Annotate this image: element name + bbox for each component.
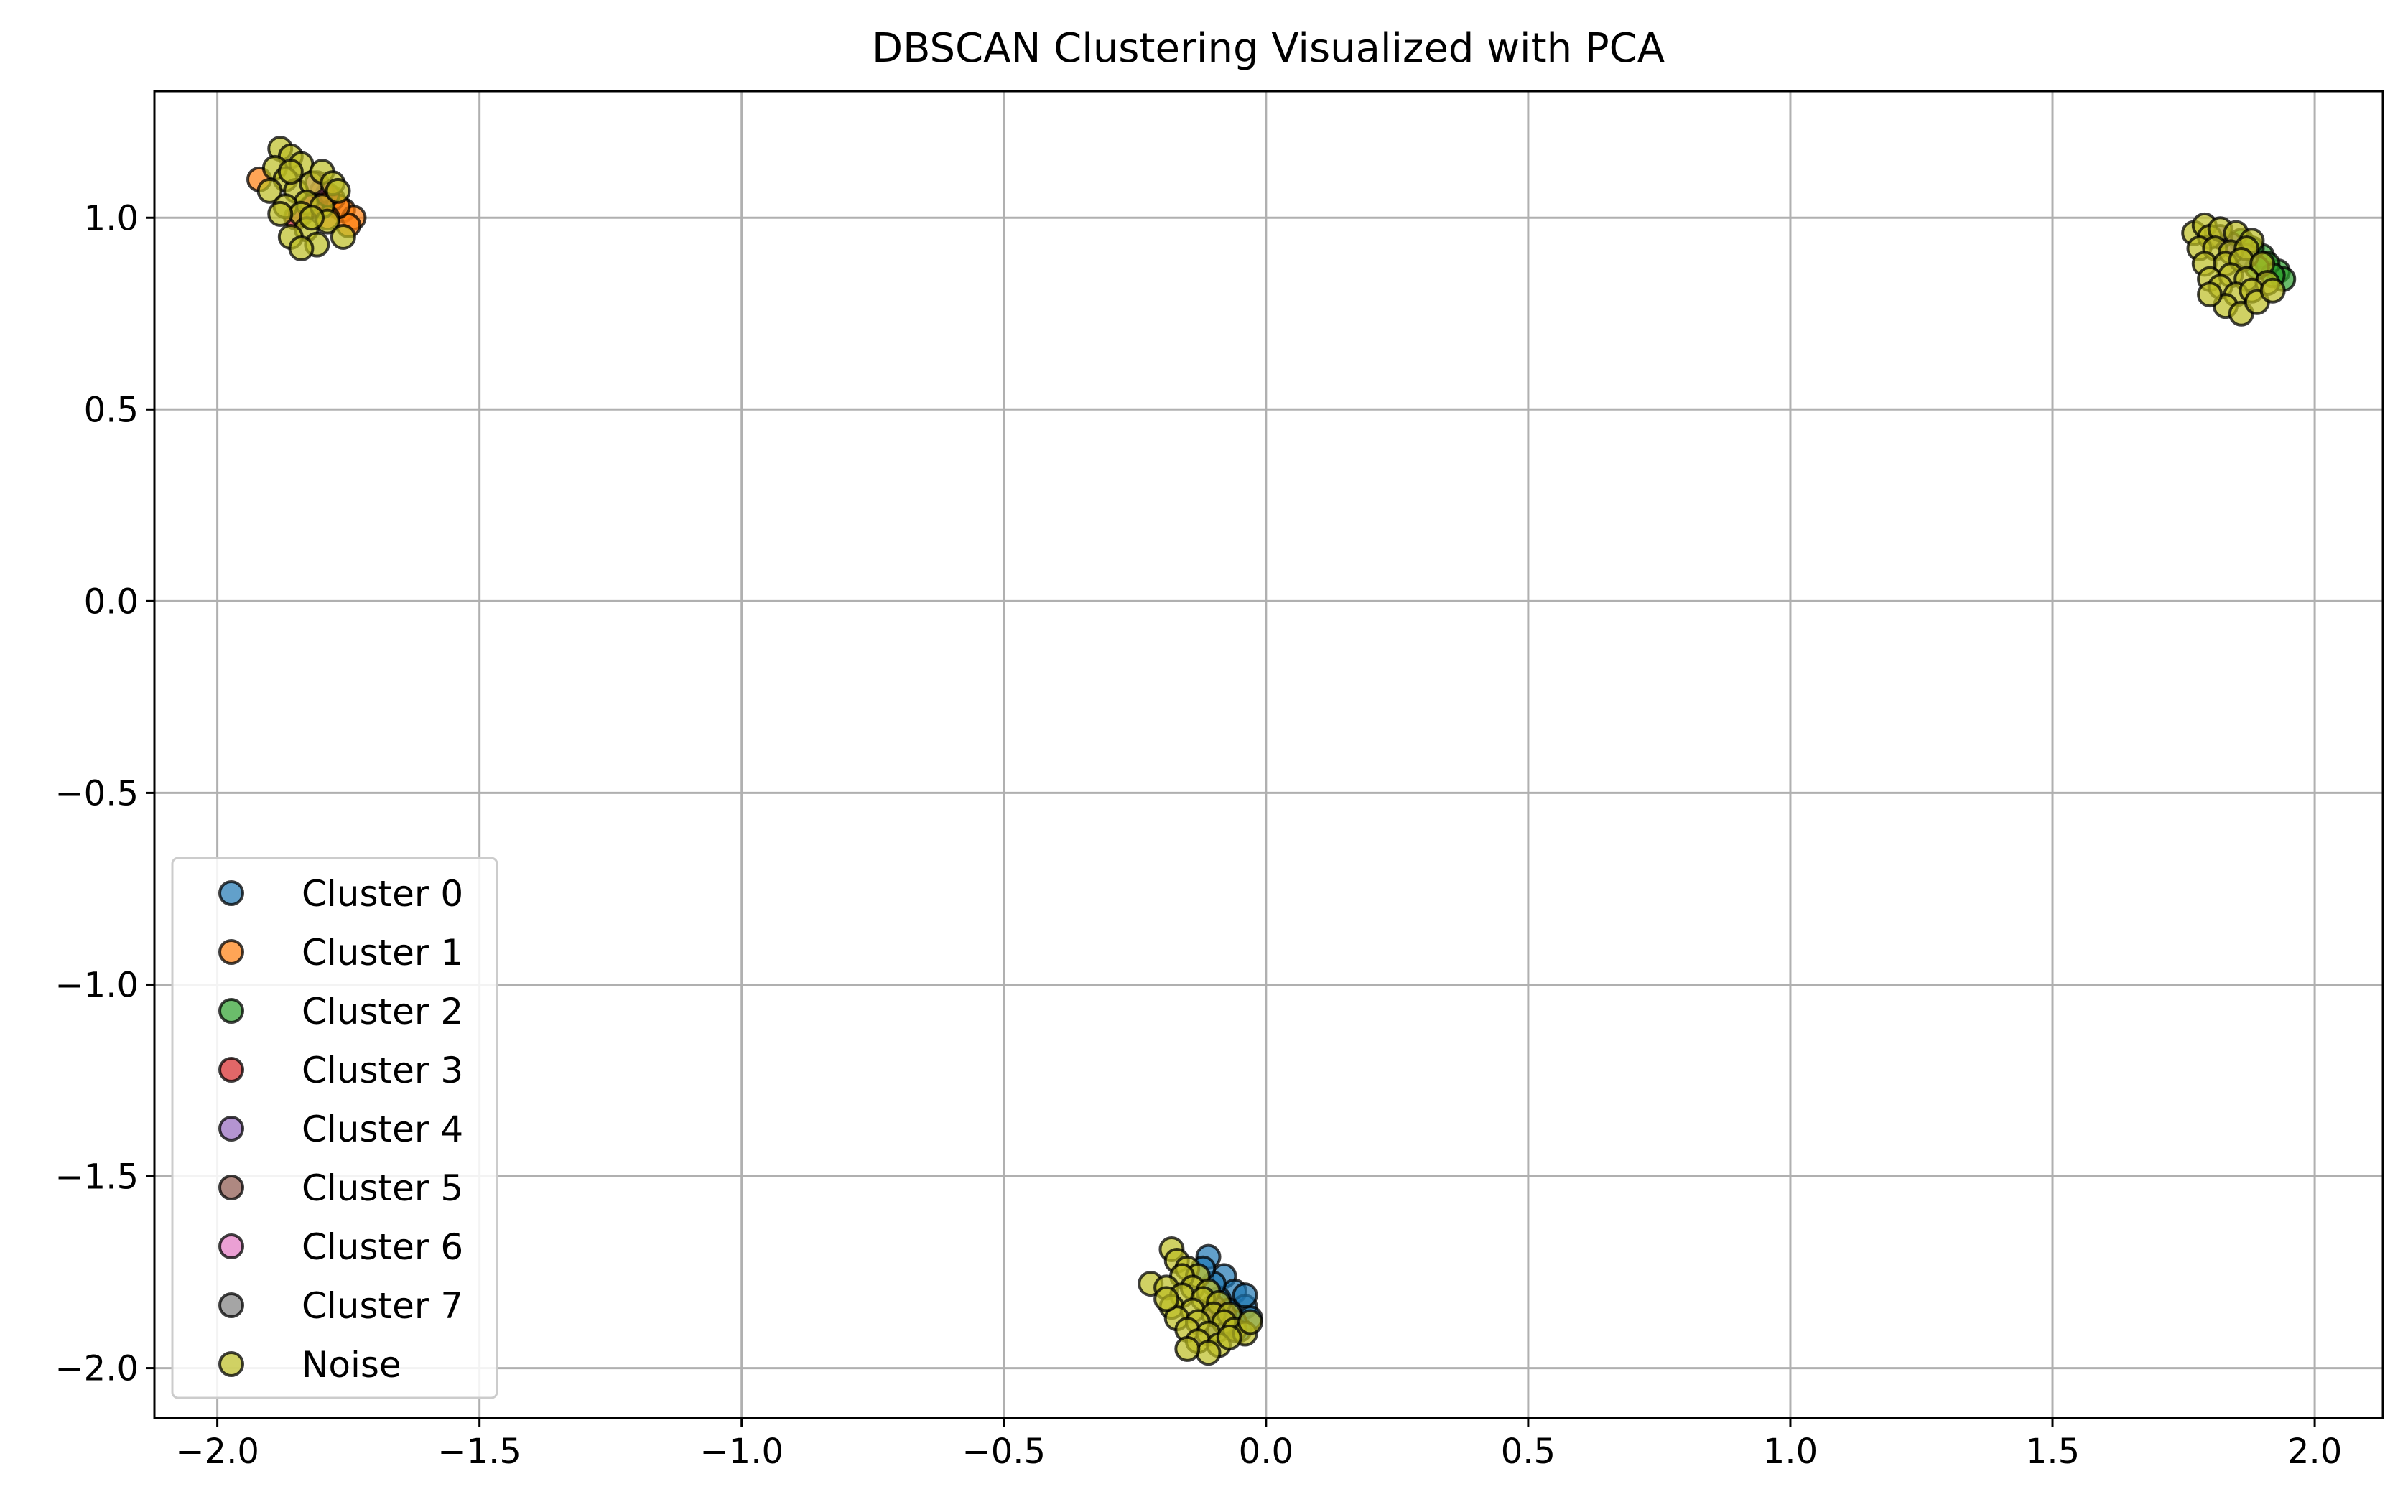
series-noise — [256, 136, 2286, 1366]
legend-marker — [218, 1057, 244, 1083]
y-tick-label: −1.5 — [55, 1157, 139, 1198]
data-point — [1195, 1340, 1222, 1366]
data-point — [330, 223, 356, 250]
data-point — [1216, 1324, 1242, 1350]
legend: Cluster 0 Cluster 1 Cluster 2 Cluster 3 Clus… — [171, 857, 498, 1399]
legend-label: Cluster 5 — [302, 1167, 463, 1209]
data-point — [1153, 1286, 1180, 1312]
chart-title: DBSCAN Clustering Visualized with PCA — [872, 25, 1665, 72]
y-tick-label: 0.0 — [84, 582, 139, 622]
data-point — [1237, 1309, 1263, 1335]
legend-label: Cluster 6 — [302, 1226, 463, 1268]
x-tick-label: −1.0 — [699, 1432, 784, 1472]
x-tick-label: −2.0 — [175, 1432, 259, 1472]
legend-label: Cluster 1 — [302, 932, 463, 974]
legend-items: Cluster 0 Cluster 1 Cluster 2 Cluster 3 Clus… — [218, 873, 463, 1386]
legend-label: Cluster 3 — [302, 1050, 463, 1091]
data-point — [299, 205, 325, 231]
data-points — [246, 136, 2297, 1366]
x-tick-label: 0.5 — [1501, 1432, 1556, 1472]
x-tick-label: −0.5 — [962, 1432, 1046, 1472]
data-point — [1174, 1335, 1201, 1362]
data-point — [2197, 281, 2223, 308]
y-tick-label: −2.0 — [55, 1349, 139, 1389]
plot-area-frame — [153, 90, 2384, 1419]
legend-marker — [218, 998, 244, 1024]
legend-label: Cluster 4 — [302, 1109, 463, 1150]
data-point — [288, 235, 315, 261]
legend-label: Noise — [302, 1344, 401, 1386]
data-point — [256, 177, 283, 204]
x-tick-label: 1.0 — [1763, 1432, 1818, 1472]
data-point — [277, 159, 304, 185]
y-tick-label: 0.5 — [84, 390, 139, 430]
legend-marker — [218, 939, 244, 965]
x-axis-ticks: −2.0 −1.5 −1.0 −0.5 0.0 0.5 1.0 1.5 2.0 — [175, 1418, 2342, 1472]
data-point — [2259, 277, 2286, 304]
legend-label: Cluster 7 — [302, 1285, 463, 1327]
legend-marker — [218, 1351, 244, 1377]
y-tick-label: −1.0 — [55, 965, 139, 1005]
data-point — [267, 200, 294, 227]
legend-marker — [218, 880, 244, 906]
data-point — [325, 177, 351, 204]
legend-marker — [218, 1233, 244, 1259]
y-axis-ticks: 1.0 0.5 0.0 −0.5 −1.0 −1.5 −2.0 — [55, 198, 154, 1389]
data-point — [1232, 1282, 1258, 1309]
x-tick-label: 0.0 — [1239, 1432, 1293, 1472]
y-tick-label: −0.5 — [55, 773, 139, 813]
legend-marker — [218, 1175, 244, 1200]
legend-label: Cluster 0 — [302, 873, 463, 915]
y-tick-label: 1.0 — [84, 198, 139, 238]
x-tick-label: 2.0 — [2287, 1432, 2342, 1472]
x-tick-label: 1.5 — [2025, 1432, 2080, 1472]
legend-label: Cluster 2 — [302, 991, 463, 1032]
grid — [154, 91, 2383, 1418]
x-tick-label: −1.5 — [437, 1432, 521, 1472]
legend-marker — [218, 1292, 244, 1318]
legend-box — [171, 857, 498, 1399]
legend-marker — [218, 1116, 244, 1142]
